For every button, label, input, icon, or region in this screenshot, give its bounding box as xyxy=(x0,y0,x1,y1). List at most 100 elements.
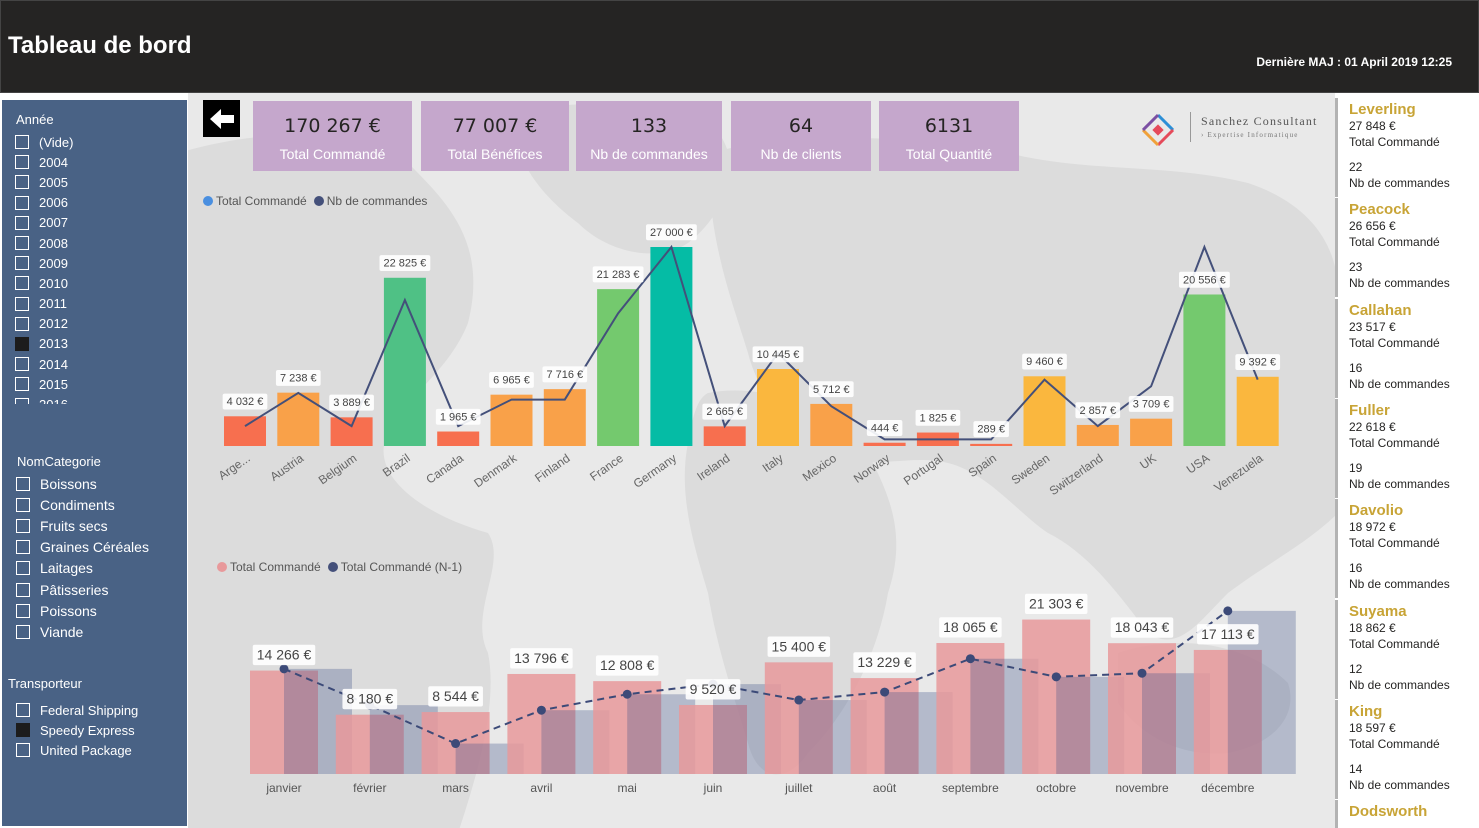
country-tick-label: Germany xyxy=(631,451,679,491)
slicer-option[interactable]: (Vide) xyxy=(15,132,73,152)
month-bar-label-bg xyxy=(767,636,831,657)
country-bar xyxy=(1023,376,1066,446)
country-bar-label-bg xyxy=(542,366,588,383)
legend-item[interactable]: Nb de commandes xyxy=(313,194,428,208)
arrow-left-icon xyxy=(209,108,234,129)
country-sales-chart[interactable]: 4 032 € Arge... 7 238 € Austria 3 889 € Belgi… xyxy=(196,215,1296,505)
country-bar-label-bg xyxy=(1075,402,1121,419)
country-bar xyxy=(1183,294,1226,446)
back-button[interactable] xyxy=(203,100,240,137)
slicer-option[interactable]: Speedy Express xyxy=(16,720,138,740)
checkbox-icon[interactable] xyxy=(15,377,29,392)
company-logo: Sanchez Consultant › Expertise Informati… xyxy=(1140,110,1335,150)
employee-card[interactable]: Callahan 23 517 € Total Commandé 16 Nb de co… xyxy=(1335,298,1479,398)
slicer-option[interactable]: 2004 xyxy=(15,152,73,172)
slicer-option[interactable]: United Package xyxy=(16,740,138,760)
checkbox-icon[interactable] xyxy=(16,582,30,597)
country-tick-label: Ireland xyxy=(694,451,732,484)
checkbox-checked-icon[interactable] xyxy=(15,336,29,351)
month-bar-label-group: 15 400 € xyxy=(767,636,831,657)
employee-card[interactable]: Fuller 22 618 € Total Commandé 19 Nb de comm… xyxy=(1335,398,1479,498)
logo-brand: Sanchez Consultant xyxy=(1201,114,1318,128)
employee-name: Dodsworth xyxy=(1349,803,1428,821)
legend-label: Nb de commandes xyxy=(326,194,428,208)
checkbox-icon[interactable] xyxy=(16,497,30,512)
employee-card[interactable]: Davolio 18 972 € Total Commandé 16 Nb de com… xyxy=(1335,499,1479,599)
month-bar-label: 14 266 € xyxy=(257,646,312,662)
employee-card[interactable]: Leverling 27 848 € Total Commandé 22 Nb de c… xyxy=(1335,98,1479,197)
checkbox-icon[interactable] xyxy=(15,135,29,150)
checkbox-icon[interactable] xyxy=(15,357,29,372)
employee-orders-label: Nb de commandes xyxy=(1349,276,1450,291)
slicer-option[interactable]: 2012 xyxy=(15,314,73,334)
country-bar-label-bg xyxy=(329,394,374,411)
employee-card[interactable]: King 18 597 € Total Commandé 14 Nb de comman… xyxy=(1335,699,1479,799)
legend-item[interactable]: Total Commandé xyxy=(203,194,307,208)
employee-card[interactable]: Suyama 18 862 € Total Commandé 12 Nb de comm… xyxy=(1335,599,1479,699)
country-bar-label-bg xyxy=(489,371,534,388)
checkbox-icon[interactable] xyxy=(15,276,29,291)
checkbox-icon[interactable] xyxy=(15,296,29,311)
slicer-option-label: (Vide) xyxy=(39,134,74,150)
employee-orders: 19 xyxy=(1349,460,1363,475)
slicer-option[interactable]: Poissons xyxy=(16,600,149,621)
country-bar-label: 21 283 € xyxy=(597,269,640,281)
employee-total: 18 862 € xyxy=(1349,620,1396,635)
checkbox-icon[interactable] xyxy=(16,540,30,555)
month-bar-label: 12 808 € xyxy=(600,657,655,673)
month-bar-label-group: 12 808 € xyxy=(595,655,659,676)
employee-panel[interactable]: Leverling 27 848 € Total Commandé 22 Nb de c… xyxy=(1335,97,1479,828)
monthly-sales-chart[interactable]: 14 266 € janvier 8 180 € février 8 544 € mars… xyxy=(196,580,1296,805)
country-bar-label-group: 9 460 € xyxy=(1022,353,1067,370)
slicer-option[interactable]: Laitages xyxy=(16,558,149,579)
checkbox-icon[interactable] xyxy=(15,175,29,190)
slicer-option[interactable]: 2009 xyxy=(15,253,73,273)
checkbox-icon[interactable] xyxy=(15,316,29,331)
employee-total-label: Total Commandé xyxy=(1349,435,1440,450)
country-tick-label: Spain xyxy=(966,451,999,480)
checkbox-icon[interactable] xyxy=(16,624,30,639)
legend-item[interactable]: Total Commandé (N-1) xyxy=(327,560,462,574)
slicer-option[interactable]: 2014 xyxy=(15,354,73,374)
country-tick-label: UK xyxy=(1137,451,1159,472)
checkbox-icon[interactable] xyxy=(16,603,30,618)
slicer-option[interactable]: Graines Céréales xyxy=(16,537,149,558)
slicer-option[interactable]: 2011 xyxy=(15,294,73,314)
checkbox-icon[interactable] xyxy=(15,256,29,271)
year-slicer-scroll[interactable]: (Vide) 2004 2005 2006 2007 2008 2009 2010 2011 20… xyxy=(15,132,185,404)
slicer-option[interactable]: 2008 xyxy=(15,233,73,253)
checkbox-checked-icon[interactable] xyxy=(16,723,30,738)
slicer-option[interactable]: 2016 xyxy=(15,394,73,404)
slicer-option-label: 2010 xyxy=(39,275,68,291)
slicer-option[interactable]: Pâtisseries xyxy=(16,579,149,600)
slicer-option[interactable]: 2013 xyxy=(15,334,73,354)
checkbox-icon[interactable] xyxy=(15,195,29,210)
slicer-option[interactable]: 2007 xyxy=(15,213,73,233)
slicer-option[interactable]: 2005 xyxy=(15,172,73,192)
slicer-option[interactable]: 2010 xyxy=(15,273,73,293)
checkbox-icon[interactable] xyxy=(15,236,29,251)
slicer-option[interactable]: Fruits secs xyxy=(16,515,149,536)
slicer-option[interactable]: Boissons xyxy=(16,473,149,494)
checkbox-icon[interactable] xyxy=(16,476,30,491)
month-bar-label-group: 8 544 € xyxy=(428,686,483,707)
employee-name: Fuller xyxy=(1349,401,1390,419)
slicer-option[interactable]: Viande xyxy=(16,621,149,642)
checkbox-icon[interactable] xyxy=(15,155,29,170)
checkbox-icon[interactable] xyxy=(16,518,30,533)
employee-card[interactable]: Peacock 26 656 € Total Commandé 23 Nb de com… xyxy=(1335,198,1479,298)
legend-item[interactable]: Total Commandé xyxy=(217,560,321,574)
checkbox-icon[interactable] xyxy=(16,743,30,758)
checkbox-icon[interactable] xyxy=(15,397,29,404)
slicer-option[interactable]: 2015 xyxy=(15,374,73,394)
checkbox-icon[interactable] xyxy=(16,703,30,718)
checkbox-icon[interactable] xyxy=(16,561,30,576)
diamond-logo-icon xyxy=(1141,113,1175,147)
employee-card[interactable]: Dodsworth xyxy=(1335,800,1479,828)
checkbox-icon[interactable] xyxy=(15,215,29,230)
employee-total: 22 618 € xyxy=(1349,419,1396,434)
kpi-value: 64 xyxy=(788,115,814,137)
slicer-option[interactable]: 2006 xyxy=(15,193,73,213)
slicer-option[interactable]: Condiments xyxy=(16,494,149,515)
slicer-option[interactable]: Federal Shipping xyxy=(16,700,138,720)
